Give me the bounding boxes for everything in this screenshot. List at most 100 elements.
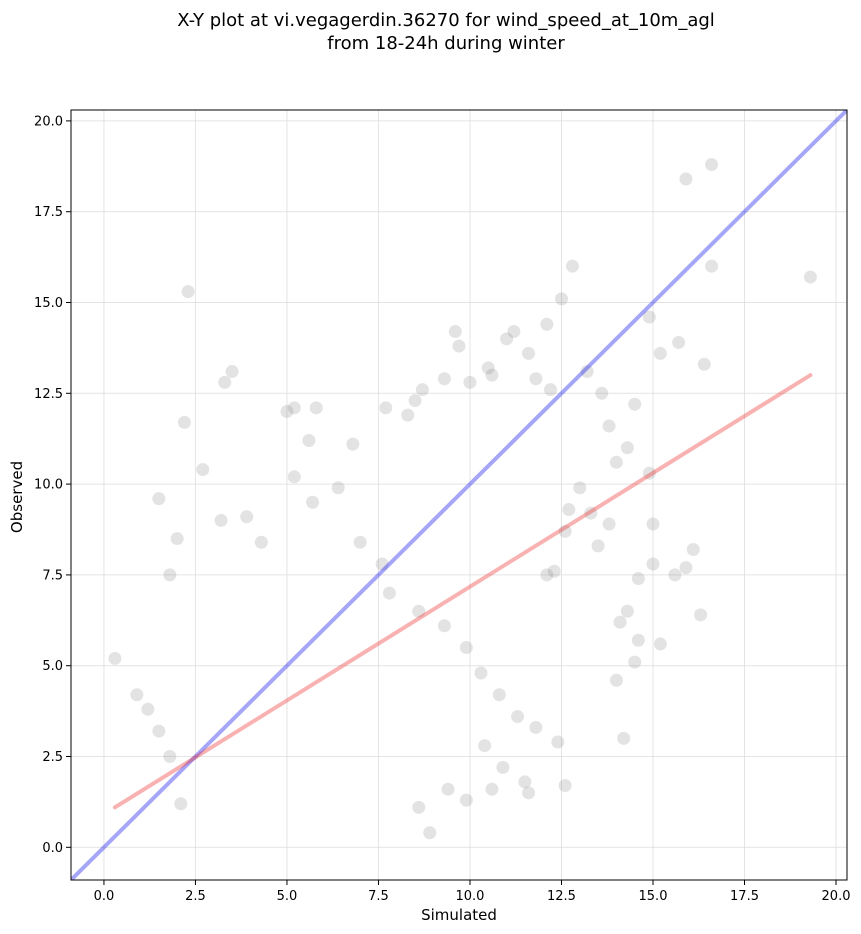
y-tick-label: 12.5 [34,387,63,402]
data-point [408,394,422,408]
y-tick-label: 20.0 [34,114,63,129]
data-point [522,346,536,360]
data-point [437,619,451,633]
y-tick-label: 2.5 [42,750,63,765]
y-tick-label: 15.0 [34,296,63,311]
data-point [485,782,499,796]
data-point [646,517,660,531]
data-point [511,710,525,724]
data-point [170,532,184,546]
y-tick-label: 17.5 [34,205,63,220]
data-point [803,270,817,284]
data-point [558,524,572,538]
data-point [375,557,389,571]
y-tick-label: 5.0 [42,659,63,674]
data-point [609,455,623,469]
y-tick-label: 0.0 [42,841,63,856]
data-point [653,637,667,651]
data-point [620,441,634,455]
data-point [280,404,294,418]
data-point [679,561,693,575]
data-point [672,335,686,349]
data-point [463,375,477,389]
plot-frame [70,109,848,881]
data-point [474,666,488,680]
data-point [496,760,510,774]
x-tick-label: 20.0 [822,889,851,904]
data-point [309,401,323,415]
y-tick-label: 7.5 [42,568,63,583]
data-point [287,470,301,484]
data-point [705,157,719,171]
x-axis-ticks: 0.0 2.5 5.0 7.5 10.0 12.5 15.0 17.5 20.0 [94,880,851,904]
data-point [565,259,579,273]
data-point [141,702,155,716]
data-point [540,568,554,582]
data-point [481,361,495,375]
data-point [478,739,492,753]
data-point [694,608,708,622]
x-tick-label: 17.5 [730,889,759,904]
data-point [346,437,360,451]
data-point [437,372,451,386]
scatter-points [108,157,817,840]
data-point [558,779,572,793]
data-point [130,688,144,702]
data-point [423,826,437,840]
data-point [152,724,166,738]
x-tick-label: 15.0 [639,889,668,904]
data-point [646,557,660,571]
chart-title-line-2: from 18-24h during winter [327,33,565,54]
data-point [617,731,631,745]
data-point [302,434,316,448]
data-point [529,372,543,386]
data-point [441,782,455,796]
data-point [547,564,561,578]
data-point [412,800,426,814]
x-tick-label: 10.0 [456,889,485,904]
y-axis-ticks: 0.0 2.5 5.0 7.5 10.0 12.5 15.0 17.5 20.0 [34,114,71,856]
data-point [108,651,122,665]
data-point [177,415,191,429]
chart-title-line-1: X-Y plot at vi.vegagerdin.36270 for wind… [177,10,715,31]
x-tick-label: 0.0 [94,889,115,904]
data-point [580,365,594,379]
data-point [452,339,466,353]
data-point [631,572,645,586]
y-axis-label: Observed [8,461,26,533]
data-point [653,346,667,360]
data-point [401,408,415,422]
data-point [448,325,462,339]
data-point [254,535,268,549]
data-point [705,259,719,273]
x-tick-label: 7.5 [368,889,389,904]
data-point [668,568,682,582]
data-point [412,604,426,618]
x-axis-label: Simulated [421,906,497,924]
data-point [554,292,568,306]
x-tick-label: 2.5 [185,889,206,904]
data-point [174,797,188,811]
data-point [196,463,210,477]
data-point [679,172,693,186]
data-point [218,375,232,389]
data-point [507,325,521,339]
data-point [500,332,514,346]
data-point [459,793,473,807]
data-point [584,506,598,520]
identity-line [71,110,847,880]
x-tick-label: 12.5 [547,889,576,904]
data-point [642,310,656,324]
data-point [642,466,656,480]
regression-line [112,373,813,810]
data-point [240,510,254,524]
data-point [152,492,166,506]
data-point [485,368,499,382]
grid [71,110,847,880]
data-point [331,481,345,495]
data-point [613,615,627,629]
data-point [163,568,177,582]
data-point [287,401,301,415]
data-point [595,386,609,400]
